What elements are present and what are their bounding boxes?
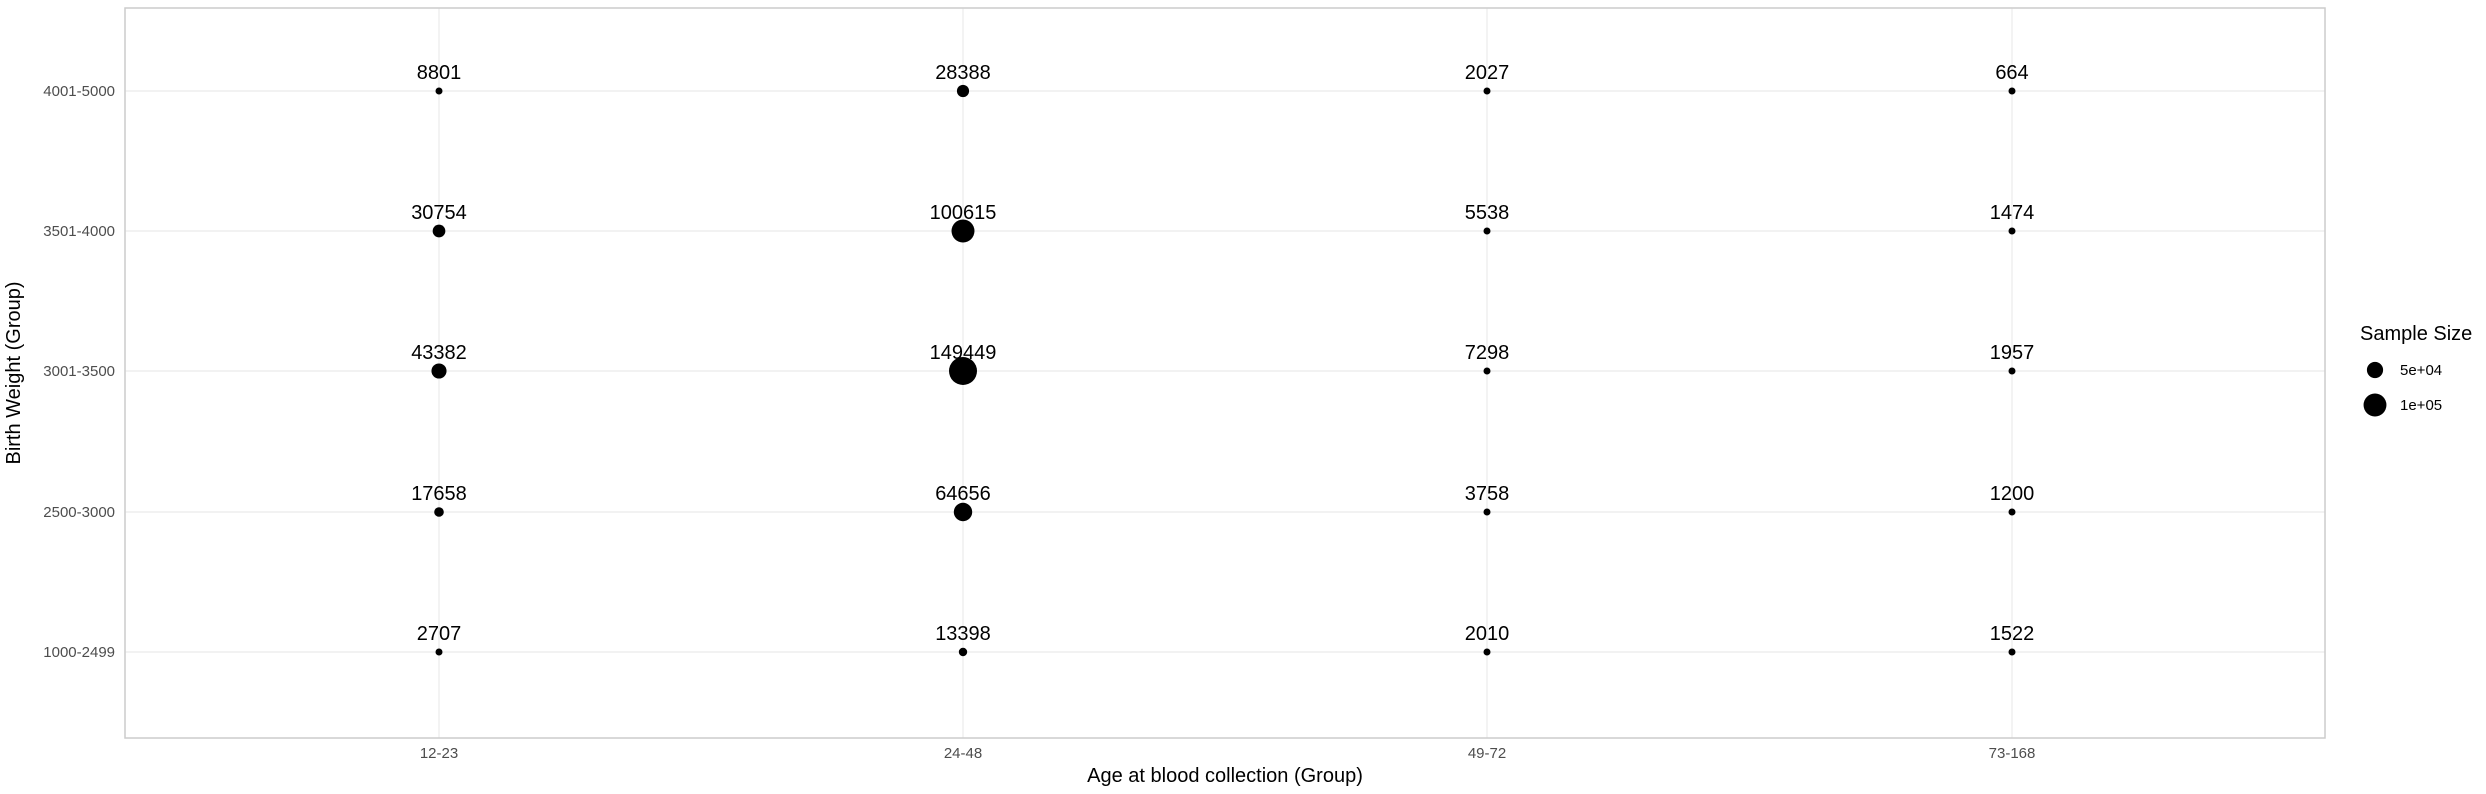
data-point [1483, 227, 1491, 235]
data-label: 2010 [1465, 623, 1510, 645]
data-point [1483, 367, 1491, 375]
data-point [2008, 87, 2016, 95]
x-tick-label: 24-48 [944, 745, 982, 762]
data-point [1483, 87, 1491, 95]
data-point [949, 357, 977, 385]
legend: Sample Size 5e+04 1e+05 [2360, 323, 2472, 417]
data-label: 13398 [935, 623, 991, 645]
data-label: 3758 [1465, 483, 1510, 505]
data-label: 5538 [1465, 202, 1510, 224]
data-point [951, 219, 975, 243]
data-label: 28388 [935, 62, 991, 84]
data-point [953, 502, 973, 522]
x-tick-label: 73-168 [1989, 745, 2036, 762]
data-label: 2707 [417, 623, 462, 645]
data-point [2008, 227, 2016, 235]
y-tick-label: 1000-2499 [43, 644, 115, 661]
data-point [432, 224, 446, 238]
data-point [1483, 648, 1491, 656]
data-label: 1200 [1990, 483, 2035, 505]
data-point [1483, 508, 1491, 516]
data-label: 30754 [411, 202, 467, 224]
data-points [431, 84, 2016, 657]
data-point [434, 507, 444, 517]
legend-label: 1e+05 [2400, 397, 2442, 414]
y-axis-tick-labels: 1000-2499 2500-3000 3001-3500 3501-4000 4001… [43, 83, 115, 661]
y-tick-label: 2500-3000 [43, 504, 115, 521]
data-label: 2027 [1465, 62, 1510, 84]
data-labels: 2707 13398 2010 1522 17658 64656 3758 1200 43382… [411, 62, 2034, 645]
data-label: 1957 [1990, 342, 2035, 364]
data-label: 149449 [930, 342, 997, 364]
y-axis-title: Birth Weight (Group) [3, 281, 25, 464]
data-label: 43382 [411, 342, 467, 364]
x-axis-title: Age at blood collection (Group) [1087, 765, 1363, 787]
data-point [956, 84, 970, 98]
x-axis-tick-labels: 12-23 24-48 49-72 73-168 [420, 745, 2036, 762]
data-point [435, 648, 443, 656]
y-tick-label: 3501-4000 [43, 223, 115, 240]
y-tick-label: 4001-5000 [43, 83, 115, 100]
y-tick-label: 3001-3500 [43, 363, 115, 380]
data-label: 7298 [1465, 342, 1510, 364]
legend-entries: 5e+04 1e+05 [2363, 361, 2442, 417]
x-tick-label: 12-23 [420, 745, 458, 762]
legend-key [2363, 393, 2387, 417]
data-label: 17658 [411, 483, 467, 505]
data-point [958, 647, 968, 657]
data-point [435, 87, 443, 95]
x-tick-label: 49-72 [1468, 745, 1506, 762]
data-point [2008, 367, 2016, 375]
legend-title: Sample Size [2360, 323, 2472, 345]
data-point [431, 363, 447, 379]
panel-background [125, 8, 2325, 738]
data-label: 664 [1995, 62, 2028, 84]
data-point [2008, 508, 2016, 516]
data-label: 64656 [935, 483, 991, 505]
data-label: 1474 [1990, 202, 2035, 224]
data-label: 8801 [417, 62, 462, 84]
data-label: 100615 [930, 202, 997, 224]
panel-border [124, 7, 2326, 739]
legend-key [2366, 361, 2384, 379]
data-label: 1522 [1990, 623, 2035, 645]
data-point [2008, 648, 2016, 656]
legend-label: 5e+04 [2400, 362, 2442, 379]
